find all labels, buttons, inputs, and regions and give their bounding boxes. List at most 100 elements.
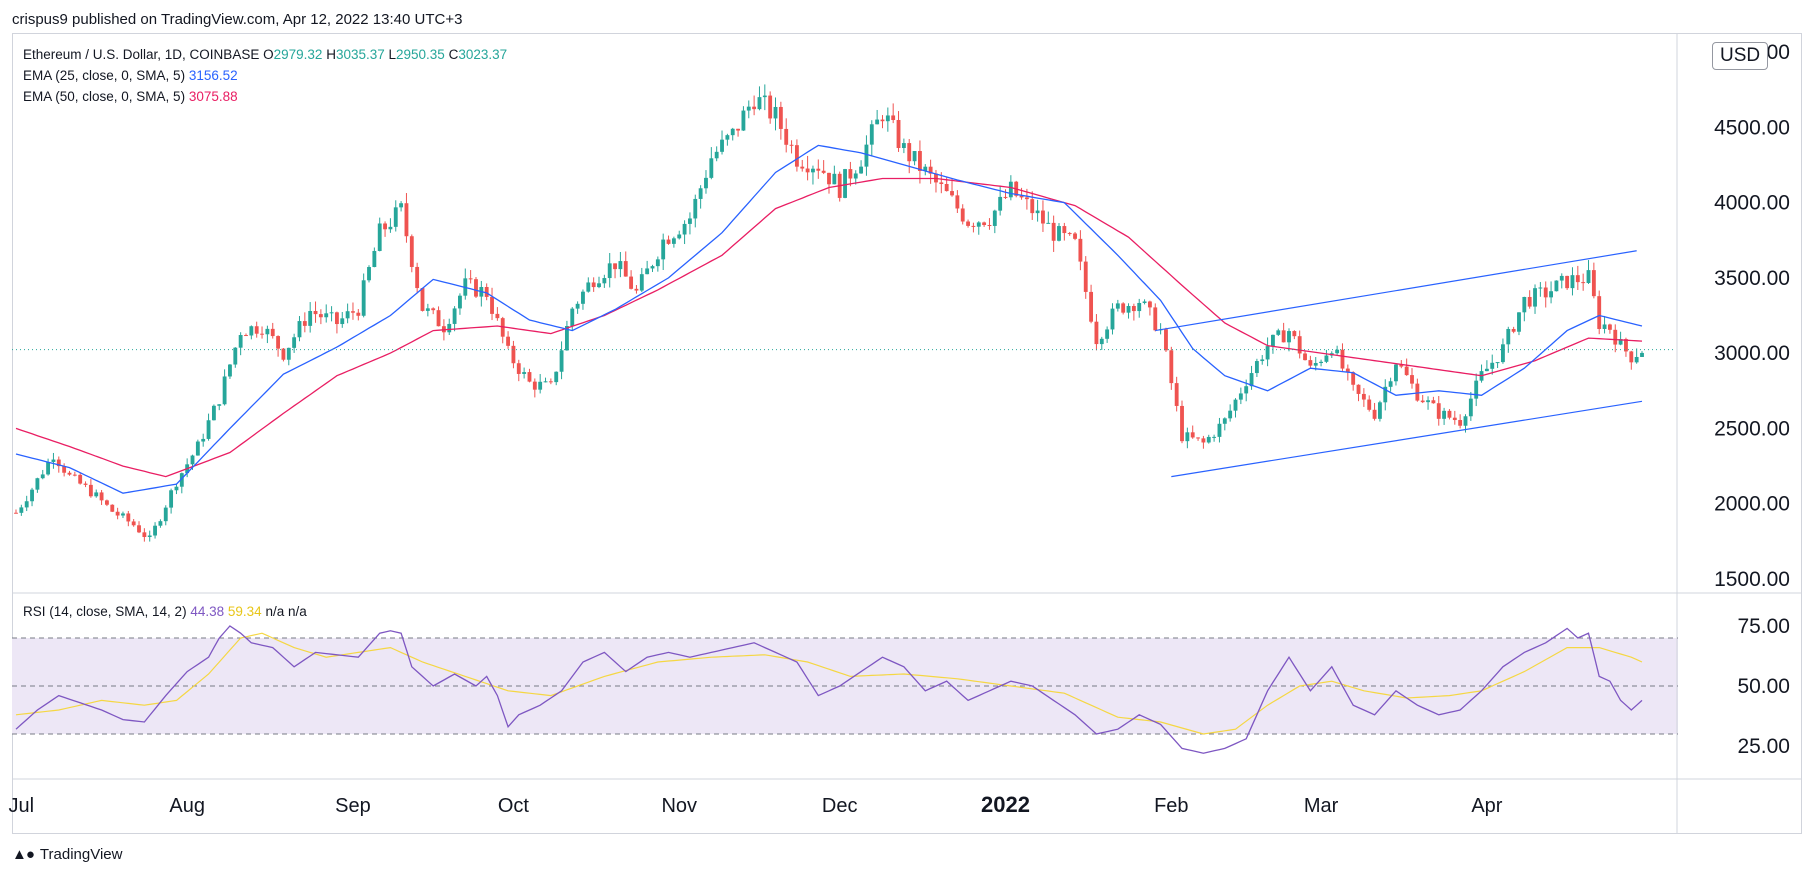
candle-body <box>393 207 398 227</box>
candle-body <box>1212 436 1217 438</box>
candle-body <box>597 283 601 288</box>
candle <box>827 172 831 194</box>
candle <box>581 289 585 310</box>
candle-body <box>1260 359 1265 362</box>
candle-body <box>1634 356 1639 363</box>
rsi-tick-label: 25.00 <box>1737 735 1790 758</box>
candle <box>1105 326 1110 343</box>
price-tick-label: 3000.00 <box>1714 342 1790 365</box>
candle-body <box>1602 324 1607 329</box>
candle <box>126 510 131 527</box>
candle-body <box>1051 222 1056 241</box>
candle-body <box>570 308 575 327</box>
candle <box>1479 364 1484 383</box>
candle-body <box>1030 199 1035 214</box>
candle-body <box>832 173 837 185</box>
candle-body <box>1319 361 1324 364</box>
candle-body <box>666 239 671 244</box>
candle <box>1559 273 1564 289</box>
candle <box>757 86 762 111</box>
candle-body <box>1099 338 1104 345</box>
candle-body <box>383 223 387 230</box>
footer-brand[interactable]: ▲● TradingView <box>12 846 122 863</box>
candle-body <box>1522 296 1527 313</box>
ohlc-key-o: O <box>263 47 274 62</box>
candle <box>554 371 559 386</box>
candle-body <box>1105 329 1110 339</box>
candle <box>452 306 457 332</box>
candle-body <box>794 145 799 167</box>
candle <box>698 185 703 209</box>
candle <box>1276 328 1281 337</box>
candle-body <box>270 328 275 337</box>
candle <box>249 325 254 340</box>
candle <box>1527 290 1532 309</box>
candle <box>158 519 163 528</box>
candle <box>602 274 607 288</box>
candle <box>1624 337 1628 357</box>
candle-body <box>1420 400 1425 403</box>
candle-body <box>875 119 880 125</box>
candle-body <box>1533 288 1537 307</box>
candle <box>1051 215 1056 252</box>
candle <box>671 236 676 248</box>
candle <box>292 333 297 353</box>
candle <box>393 200 398 232</box>
candle <box>425 303 430 317</box>
candle-body <box>404 203 409 237</box>
candle-body <box>425 308 430 311</box>
candle-body <box>575 303 580 309</box>
candle <box>1078 230 1083 271</box>
candle-body <box>944 184 949 192</box>
candle <box>447 318 452 336</box>
ohlc-values: O2979.32 H3035.37 L2950.35 C3023.37 <box>263 47 507 62</box>
candle <box>1426 396 1430 410</box>
candle <box>1484 360 1489 372</box>
symbol-label: Ethereum / U.S. Dollar, 1D, COINBASE <box>23 47 260 62</box>
candle <box>704 170 708 194</box>
candle <box>634 285 639 294</box>
candle <box>484 283 489 301</box>
candle <box>313 301 318 323</box>
currency-button[interactable]: USD <box>1712 42 1769 70</box>
candle-body <box>976 222 981 227</box>
candle-body <box>1399 364 1404 367</box>
candle-body <box>190 455 195 465</box>
candle <box>1319 359 1324 367</box>
candle <box>1543 281 1548 308</box>
candle <box>645 260 650 275</box>
candle <box>778 101 783 140</box>
candle-body <box>1324 355 1329 362</box>
time-tick-label: 2022 <box>981 792 1030 817</box>
candle <box>1388 377 1393 392</box>
candle <box>356 309 361 321</box>
candle-body <box>586 282 591 292</box>
candle <box>1067 231 1072 236</box>
candle-body <box>1131 305 1136 312</box>
candle-body <box>1442 410 1447 419</box>
candle <box>1511 326 1516 334</box>
candle-body <box>1169 350 1174 384</box>
candle-body <box>1313 363 1318 366</box>
candle-body <box>334 312 339 325</box>
candle-body <box>1597 296 1602 329</box>
candle <box>388 218 393 233</box>
candle <box>709 147 714 180</box>
candle-body <box>169 490 174 508</box>
candle <box>597 276 601 289</box>
candle-body <box>607 263 612 279</box>
candle-body <box>688 218 692 224</box>
candle-body <box>345 311 350 319</box>
candle-body <box>99 492 104 501</box>
candle <box>1340 343 1345 371</box>
candle-body <box>1607 324 1612 330</box>
candle-body <box>516 363 521 374</box>
candle-body <box>399 203 404 208</box>
candle <box>377 217 382 252</box>
candle <box>367 265 371 283</box>
candle-body <box>1431 400 1436 404</box>
candle-body <box>773 106 778 119</box>
candle-body <box>543 381 548 383</box>
candle <box>1565 275 1570 290</box>
